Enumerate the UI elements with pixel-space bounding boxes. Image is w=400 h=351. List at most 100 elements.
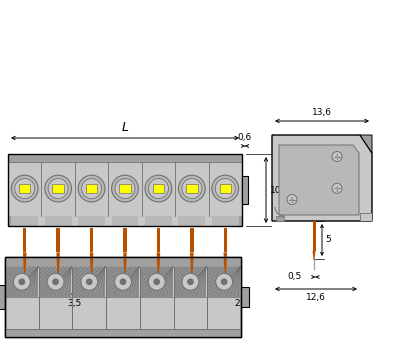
Polygon shape (56, 252, 60, 266)
Bar (8, 154, 242, 162)
Bar (190, 228, 194, 252)
Bar (242, 176, 248, 204)
Text: 3,5: 3,5 (68, 299, 82, 308)
Bar (107, 267, 139, 297)
Circle shape (14, 273, 30, 290)
Polygon shape (224, 266, 226, 274)
Circle shape (336, 187, 338, 190)
Bar (6, 267, 38, 297)
Bar (212, 216, 239, 226)
Circle shape (182, 273, 199, 290)
Bar (0, 285, 5, 309)
Bar (40, 267, 72, 297)
Circle shape (290, 198, 294, 201)
Polygon shape (124, 266, 126, 274)
Polygon shape (360, 135, 372, 153)
Bar (5, 257, 241, 337)
Bar (123, 228, 127, 252)
Circle shape (332, 183, 342, 193)
Bar (145, 216, 172, 226)
Polygon shape (272, 135, 372, 221)
Polygon shape (23, 252, 26, 266)
Bar (78, 216, 105, 226)
Bar (224, 228, 227, 252)
Circle shape (52, 278, 59, 285)
Polygon shape (224, 252, 227, 266)
Bar (90, 228, 93, 252)
Text: 5: 5 (325, 236, 331, 245)
Circle shape (182, 179, 202, 199)
Circle shape (11, 175, 38, 202)
Text: L: L (122, 121, 128, 134)
Circle shape (18, 278, 25, 285)
Circle shape (81, 273, 98, 290)
Circle shape (48, 179, 68, 199)
Bar (56, 228, 60, 252)
Circle shape (45, 175, 72, 202)
Circle shape (86, 278, 93, 285)
Bar (5, 257, 241, 337)
Circle shape (287, 194, 297, 205)
Circle shape (82, 179, 102, 199)
Bar (52, 184, 64, 193)
Bar (8, 216, 14, 226)
Text: 0,75: 0,75 (6, 280, 26, 289)
Bar (8, 154, 242, 226)
Circle shape (215, 179, 235, 199)
Bar (8, 154, 242, 226)
Circle shape (216, 273, 232, 290)
Circle shape (112, 175, 138, 202)
Bar (178, 216, 205, 226)
Circle shape (187, 278, 194, 285)
Bar (141, 267, 172, 297)
Polygon shape (190, 252, 194, 266)
Bar (112, 216, 138, 226)
Bar (23, 228, 26, 252)
Text: 0,5: 0,5 (288, 272, 302, 280)
Bar (174, 267, 206, 297)
Bar (45, 216, 72, 226)
Bar (312, 221, 316, 251)
Bar (119, 184, 131, 193)
Bar (220, 184, 231, 193)
Bar (86, 184, 97, 193)
Circle shape (114, 273, 132, 290)
Text: 0,6: 0,6 (238, 133, 252, 142)
Polygon shape (57, 266, 59, 274)
Circle shape (336, 155, 338, 158)
Polygon shape (157, 266, 160, 274)
Circle shape (178, 175, 205, 202)
Polygon shape (279, 145, 359, 215)
Polygon shape (90, 252, 93, 266)
Bar (5, 257, 241, 267)
Text: 12,6: 12,6 (306, 293, 326, 302)
Text: 2: 2 (235, 299, 240, 308)
Polygon shape (157, 252, 160, 266)
Circle shape (115, 179, 135, 199)
Circle shape (47, 273, 64, 290)
Bar (157, 228, 160, 252)
Bar (186, 184, 198, 193)
Circle shape (15, 179, 35, 199)
Bar (360, 213, 372, 221)
Bar (208, 267, 240, 297)
Circle shape (148, 273, 165, 290)
Bar (11, 216, 38, 226)
Text: 10,5: 10,5 (270, 185, 290, 194)
Circle shape (212, 175, 239, 202)
Circle shape (332, 152, 342, 161)
Polygon shape (312, 251, 316, 259)
Bar (276, 216, 284, 221)
Bar (236, 216, 242, 226)
Circle shape (221, 278, 228, 285)
Bar (241, 287, 249, 307)
Circle shape (148, 179, 168, 199)
Bar (153, 184, 164, 193)
Polygon shape (90, 266, 93, 274)
Bar (5, 329, 241, 337)
Bar (74, 267, 105, 297)
Circle shape (153, 278, 160, 285)
Bar (19, 184, 30, 193)
Polygon shape (24, 266, 26, 274)
Polygon shape (123, 252, 127, 266)
